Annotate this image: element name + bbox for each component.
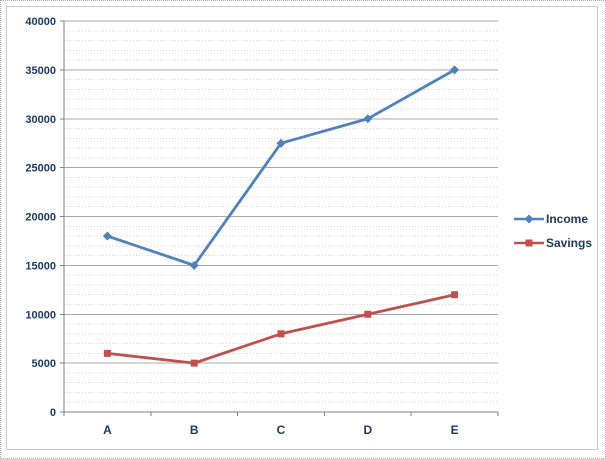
y-axis-label: 25000: [25, 163, 56, 175]
income-point-C: [276, 138, 286, 148]
legend-item-income: Income: [514, 212, 592, 226]
legend-item-savings: Savings: [514, 236, 592, 250]
legend-label-income: Income: [546, 212, 589, 226]
savings-point-E: [451, 291, 459, 299]
y-axis-label: 40000: [25, 16, 56, 28]
savings-point-D: [364, 310, 372, 318]
x-axis-category-label: D: [363, 423, 372, 437]
x-axis-category-label: E: [451, 423, 459, 437]
income-point-B: [189, 260, 199, 270]
y-axis-label: 20000: [25, 212, 56, 224]
income-legend-marker: [524, 214, 534, 224]
savings-point-A: [103, 349, 111, 357]
y-axis-label: 15000: [25, 260, 56, 272]
income-point-E: [450, 65, 460, 75]
x-axis-category-label: C: [277, 423, 286, 437]
y-axis-label: 10000: [25, 309, 56, 321]
savings-point-B: [190, 359, 198, 367]
savings-legend-marker-icon: [514, 239, 544, 247]
income-point-A: [102, 231, 112, 241]
y-axis-label: 30000: [25, 114, 56, 126]
y-axis-label: 5000: [32, 358, 56, 370]
savings-legend-marker: [525, 239, 533, 247]
savings-point-C: [277, 330, 285, 338]
x-axis-category-label: B: [190, 423, 199, 437]
y-axis-label: 0: [50, 407, 56, 419]
legend: Income Savings: [514, 212, 592, 250]
income-point-D: [363, 114, 373, 124]
income-legend-marker-icon: [514, 214, 544, 224]
y-axis-label: 35000: [25, 65, 56, 77]
legend-label-savings: Savings: [546, 236, 593, 250]
x-axis-category-label: A: [103, 423, 112, 437]
